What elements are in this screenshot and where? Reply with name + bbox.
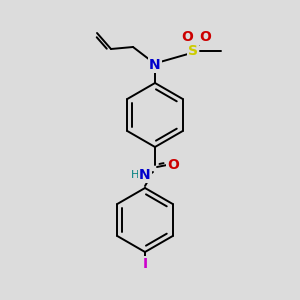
Text: N: N bbox=[149, 58, 161, 72]
Text: O: O bbox=[199, 30, 211, 44]
Text: O: O bbox=[167, 158, 179, 172]
Text: S: S bbox=[188, 44, 198, 58]
Text: O: O bbox=[181, 30, 193, 44]
Text: N: N bbox=[139, 168, 151, 182]
Text: H: H bbox=[131, 170, 139, 180]
Text: I: I bbox=[142, 257, 148, 271]
